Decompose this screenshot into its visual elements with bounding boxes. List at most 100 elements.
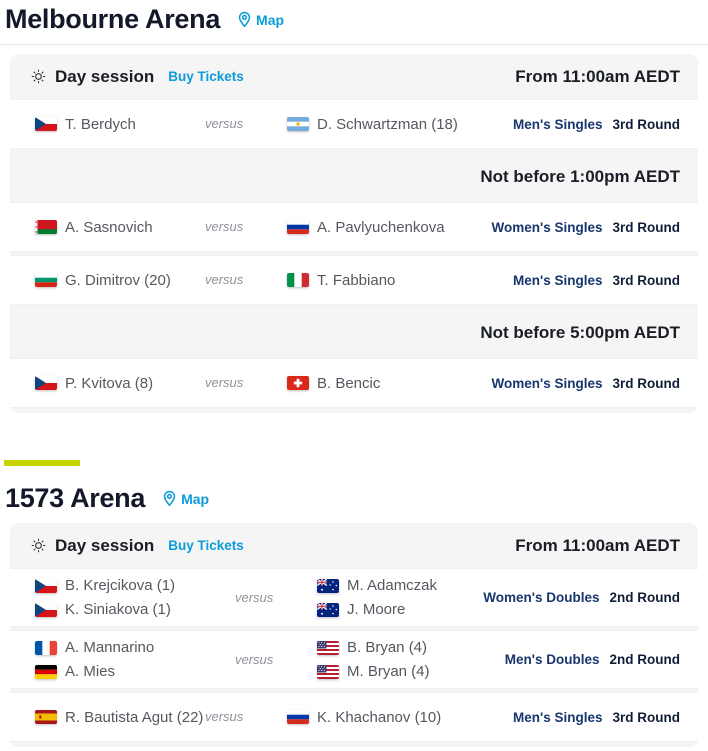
player: A. Mies — [35, 663, 235, 680]
versus-label: versus — [235, 651, 274, 667]
match-side2: M. Adamczak J. Moore — [317, 577, 437, 618]
versus-label-box: versus — [205, 271, 287, 289]
player: J. Moore — [317, 601, 437, 618]
player-name: R. Bautista Agut (22) — [65, 708, 204, 726]
versus-label: versus — [205, 709, 244, 724]
flag-icon-au — [317, 578, 339, 593]
event-type: Women's Doubles — [483, 590, 600, 605]
match-side1: B. Krejcikova (1) K. Siniakova (1) — [35, 577, 235, 618]
buy-tickets-link[interactable]: Buy Tickets — [168, 538, 244, 553]
match-side1: P. Kvitova (8) — [35, 375, 205, 392]
player-name: M. Adamczak — [347, 577, 438, 594]
match-side2: T. Fabbiano — [287, 272, 395, 289]
player: M. Adamczak — [317, 577, 437, 594]
match-side1: T. Berdych — [35, 116, 205, 133]
versus-label: versus — [205, 116, 244, 131]
player-name: T. Fabbiano — [317, 271, 396, 289]
player-name: B. Bryan (4) — [347, 639, 428, 656]
session-label: Day session — [55, 535, 155, 555]
match-side2: B. Bencic — [287, 375, 380, 392]
flag-icon-us — [317, 664, 339, 679]
player: A. Pavlyuchenkova — [287, 219, 445, 236]
player: G. Dimitrov (20) — [35, 272, 205, 289]
player: R. Bautista Agut (22) — [35, 709, 205, 726]
versus-label-box: versus — [235, 651, 317, 669]
session-label: Day session — [55, 66, 155, 86]
event-round: 3rd Round — [612, 116, 681, 132]
event-info: Women's Singles 3rd Round — [492, 376, 681, 391]
match-row: G. Dimitrov (20) versus T. Fabbiano Men's S… — [10, 255, 698, 305]
versus-label: versus — [205, 375, 244, 390]
versus-label-box: versus — [205, 218, 287, 236]
versus-label: versus — [205, 219, 244, 234]
flag-icon-it — [287, 273, 309, 287]
event-info: Women's Singles 3rd Round — [492, 220, 681, 235]
match-side2: B. Bryan (4) M. Bryan (4) — [317, 639, 430, 680]
venue-section: 1573 Arena Map Day session Buy Tickets From … — [0, 460, 708, 747]
player-name: D. Schwartzman (18) — [317, 115, 458, 133]
match-row: B. Krejcikova (1) K. Siniakova (1) versus M… — [10, 568, 698, 627]
player-name: P. Kvitova (8) — [65, 374, 154, 392]
player-name: M. Bryan (4) — [347, 663, 430, 680]
player: T. Berdych — [35, 116, 205, 133]
player: B. Krejcikova (1) — [35, 577, 235, 594]
match-row: A. Mannarino A. Mies versus B. Bryan (4) M. … — [10, 630, 698, 689]
player-name: A. Mannarino — [65, 639, 155, 656]
session-note: Not before 1:00pm AEDT — [480, 167, 680, 186]
flag-icon-cz — [35, 578, 57, 593]
map-link-label: Map — [256, 11, 285, 28]
session-time: From 11:00am AEDT — [515, 535, 680, 555]
versus-label-box: versus — [205, 708, 287, 726]
session-header: Day session Buy Tickets From 11:00am AEDT — [10, 54, 698, 99]
versus-label: versus — [205, 272, 244, 287]
map-link[interactable]: Map — [161, 490, 209, 507]
match-row: T. Berdych versus D. Schwartzman (18) Men's… — [10, 99, 698, 149]
flag-icon-fr — [35, 640, 57, 655]
map-pin-icon — [161, 490, 178, 507]
player-name: B. Krejcikova (1) — [65, 577, 176, 594]
match-side2: D. Schwartzman (18) — [287, 116, 458, 133]
versus-label-box: versus — [205, 374, 287, 392]
buy-tickets-link[interactable]: Buy Tickets — [168, 69, 244, 84]
player: K. Siniakova (1) — [35, 601, 235, 618]
player: A. Mannarino — [35, 639, 235, 656]
session-card: Day session Buy Tickets From 11:00am AEDT T… — [10, 54, 698, 413]
player: M. Bryan (4) — [317, 663, 430, 680]
venue-title: 1573 Arena — [5, 483, 146, 513]
flag-icon-ru — [287, 220, 309, 234]
event-round: 3rd Round — [612, 375, 681, 391]
match-side2: K. Khachanov (10) — [287, 709, 441, 726]
event-info: Men's Singles 3rd Round — [513, 117, 680, 132]
flag-icon-us — [317, 640, 339, 655]
venue-title: Melbourne Arena — [5, 4, 221, 34]
flag-icon-ru — [287, 710, 309, 724]
map-link[interactable]: Map — [236, 11, 284, 28]
match-side1: A. Sasnovich — [35, 219, 205, 236]
event-round: 3rd Round — [612, 272, 681, 288]
player: D. Schwartzman (18) — [287, 116, 458, 133]
map-pin-icon — [236, 11, 253, 28]
player-name: J. Moore — [347, 601, 406, 618]
event-info: Women's Doubles 2nd Round — [483, 590, 680, 605]
flag-icon-ar — [287, 117, 309, 131]
flag-icon-au — [317, 602, 339, 617]
flag-icon-cz — [35, 602, 57, 617]
player: A. Sasnovich — [35, 219, 205, 236]
flag-icon-by — [35, 220, 57, 234]
event-type: Men's Singles — [513, 709, 603, 725]
player-name: A. Pavlyuchenkova — [317, 218, 445, 236]
match-side2: A. Pavlyuchenkova — [287, 219, 445, 236]
player: B. Bencic — [287, 375, 380, 392]
versus-label-box: versus — [235, 589, 317, 607]
player-name: K. Khachanov (10) — [317, 708, 442, 726]
player: K. Khachanov (10) — [287, 709, 441, 726]
flag-icon-es — [35, 710, 57, 724]
session-header: Day session Buy Tickets From 11:00am AEDT — [10, 523, 698, 568]
session-time: From 11:00am AEDT — [515, 66, 680, 86]
event-info: Men's Singles 3rd Round — [513, 710, 680, 725]
player-name: G. Dimitrov (20) — [65, 271, 171, 289]
sun-icon — [30, 537, 47, 554]
event-round: 3rd Round — [612, 709, 681, 725]
player-name: K. Siniakova (1) — [65, 601, 171, 618]
